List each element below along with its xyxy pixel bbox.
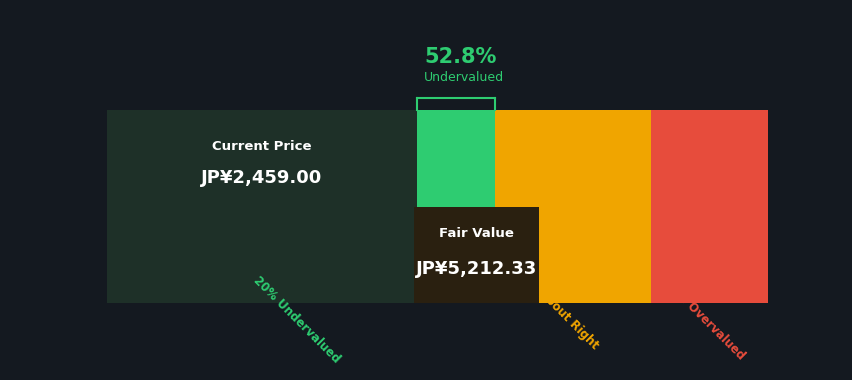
- Text: JP¥5,212.33: JP¥5,212.33: [416, 260, 537, 278]
- Text: Undervalued: Undervalued: [423, 71, 504, 84]
- Bar: [106, 207, 495, 303]
- Text: JP¥2,459.00: JP¥2,459.00: [201, 169, 322, 187]
- Bar: [413, 207, 538, 303]
- Bar: [106, 110, 495, 303]
- Bar: [495, 110, 651, 303]
- Text: About Right: About Right: [536, 287, 601, 352]
- Text: Current Price: Current Price: [212, 140, 311, 153]
- Bar: [651, 110, 767, 303]
- Text: Fair Value: Fair Value: [439, 227, 514, 240]
- Text: 20% Overvalued: 20% Overvalued: [661, 277, 747, 362]
- Bar: [106, 110, 417, 207]
- Text: 20% Undervalued: 20% Undervalued: [250, 274, 342, 365]
- Text: 52.8%: 52.8%: [423, 47, 496, 67]
